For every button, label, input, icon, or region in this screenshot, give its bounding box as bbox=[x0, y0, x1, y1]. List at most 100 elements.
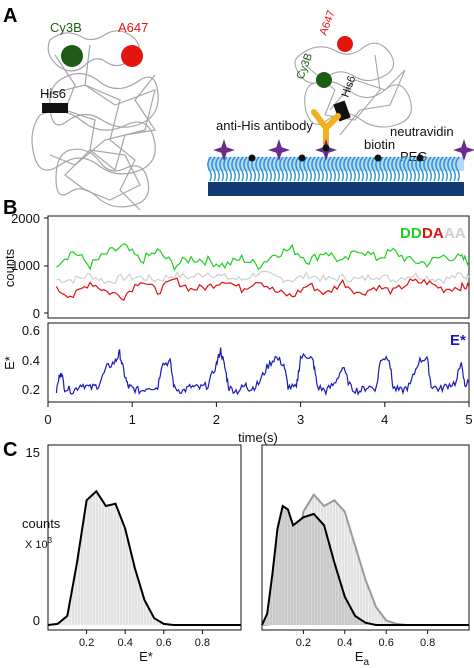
a647-label-right: A647 bbox=[318, 9, 338, 37]
peg-strand bbox=[359, 156, 364, 182]
peg-strand bbox=[335, 156, 340, 182]
legend-dd: DD bbox=[400, 225, 422, 242]
panel-c-label: C bbox=[3, 439, 17, 461]
ytick-e-0.2: 0.2 bbox=[22, 382, 40, 397]
peg-brush-layer bbox=[207, 156, 460, 182]
peg-strand bbox=[363, 156, 368, 182]
peg-strand bbox=[307, 156, 312, 182]
peg-strand bbox=[247, 156, 252, 182]
legend-aa: AA bbox=[444, 225, 466, 242]
legend-e: E* bbox=[450, 332, 466, 349]
peg-strand bbox=[283, 156, 288, 182]
neutravidin-star bbox=[453, 139, 474, 161]
hist-tick-label: 0.6 bbox=[379, 637, 394, 649]
peg-strand bbox=[411, 156, 416, 182]
peg-strand bbox=[211, 156, 216, 182]
hist-tick-label: 0.8 bbox=[195, 637, 210, 649]
a647-dot-right bbox=[337, 36, 353, 52]
cy3b-dot-right bbox=[316, 72, 332, 88]
peg-strand bbox=[455, 156, 460, 182]
neutravidin-star bbox=[213, 139, 235, 161]
biotin-dot bbox=[322, 144, 330, 152]
ytick-hist-0: 0 bbox=[33, 613, 40, 628]
peg-strand bbox=[275, 156, 280, 182]
peg-strand bbox=[427, 156, 432, 182]
peg-strand bbox=[403, 156, 408, 182]
time-tick-label: 0 bbox=[44, 412, 51, 427]
peg-strand bbox=[423, 156, 428, 182]
peg-strand bbox=[223, 156, 228, 182]
ytick-e-0.6: 0.6 bbox=[22, 323, 40, 338]
time-tick-label: 3 bbox=[297, 412, 304, 427]
trace-aa bbox=[56, 270, 470, 285]
his6-label-left: His6 bbox=[40, 86, 66, 101]
peg-strand bbox=[279, 156, 284, 182]
peg-strand bbox=[407, 156, 412, 182]
trace-da bbox=[55, 277, 470, 302]
peg-strand bbox=[387, 156, 392, 182]
peg-strand bbox=[347, 156, 352, 182]
ytick-counts-2000: 2000 bbox=[11, 211, 40, 226]
cy3b-label-right: Cy3B bbox=[295, 52, 315, 81]
peg-strand bbox=[227, 156, 232, 182]
peg-strand bbox=[435, 156, 440, 182]
trace-dd bbox=[56, 243, 470, 272]
e-axis-label: E* bbox=[2, 356, 17, 370]
counts-axis-label: counts bbox=[2, 248, 17, 287]
peg-strand bbox=[259, 156, 264, 182]
hist-right-frame bbox=[261, 444, 470, 631]
peg-strand bbox=[327, 156, 332, 182]
trace-e bbox=[55, 347, 470, 397]
peg-strand bbox=[235, 156, 240, 182]
peg-strand bbox=[451, 156, 456, 182]
hist-tick-label: 0.6 bbox=[156, 637, 171, 649]
a647-label-left: A647 bbox=[118, 20, 148, 35]
peg-strand bbox=[311, 156, 316, 182]
a647-dot-left bbox=[121, 45, 143, 67]
peg-strand bbox=[263, 156, 268, 182]
glass-slide bbox=[208, 182, 464, 196]
peg-strand bbox=[207, 156, 212, 182]
peg-strand bbox=[371, 156, 376, 182]
peg-strand bbox=[431, 156, 436, 182]
hist-left-frame bbox=[47, 444, 242, 631]
peg-strand bbox=[319, 156, 324, 182]
neutravidin-stars bbox=[213, 139, 474, 162]
ytick-hist-15: 15 bbox=[26, 445, 40, 460]
counts-plot-frame bbox=[47, 215, 470, 319]
ytick-e-0.4: 0.4 bbox=[22, 353, 40, 368]
peg-strand bbox=[443, 156, 448, 182]
peg-strand bbox=[315, 156, 320, 182]
peg-strand bbox=[367, 156, 372, 182]
peg-strand bbox=[343, 156, 348, 182]
peg-strand bbox=[351, 156, 356, 182]
cy3b-label-left: Cy3B bbox=[50, 20, 82, 35]
biotin-dot bbox=[416, 154, 424, 162]
time-tick-label: 2 bbox=[213, 412, 220, 427]
peg-strand bbox=[339, 156, 344, 182]
hist-ea-black-fill bbox=[262, 506, 469, 625]
hist-tick-label: 0.2 bbox=[79, 637, 94, 649]
peg-strand bbox=[415, 156, 420, 182]
time-xticks: 0 1 2 3 4 5 bbox=[44, 402, 473, 427]
hist-tick-label: 0.4 bbox=[337, 637, 352, 649]
peg-strand bbox=[383, 156, 388, 182]
peg-strand bbox=[295, 156, 300, 182]
peg-strand bbox=[395, 156, 400, 182]
anti-his-label: anti-His antibody bbox=[216, 118, 313, 133]
time-traces bbox=[55, 243, 470, 397]
time-axis-label: time(s) bbox=[238, 430, 278, 445]
peg-strand bbox=[391, 156, 396, 182]
biotin-dot bbox=[298, 154, 306, 162]
biotin-dot bbox=[248, 154, 256, 162]
ytick-counts-1000: 1000 bbox=[11, 258, 40, 273]
peg-strand bbox=[239, 156, 244, 182]
hist-e-fill bbox=[48, 491, 241, 625]
peg-strand bbox=[379, 156, 384, 182]
peg-strand bbox=[323, 156, 328, 182]
peg-strand bbox=[231, 156, 236, 182]
hist-tick-label: 0.2 bbox=[296, 637, 311, 649]
hist-e-outline bbox=[47, 489, 241, 626]
peg-strand bbox=[355, 156, 360, 182]
